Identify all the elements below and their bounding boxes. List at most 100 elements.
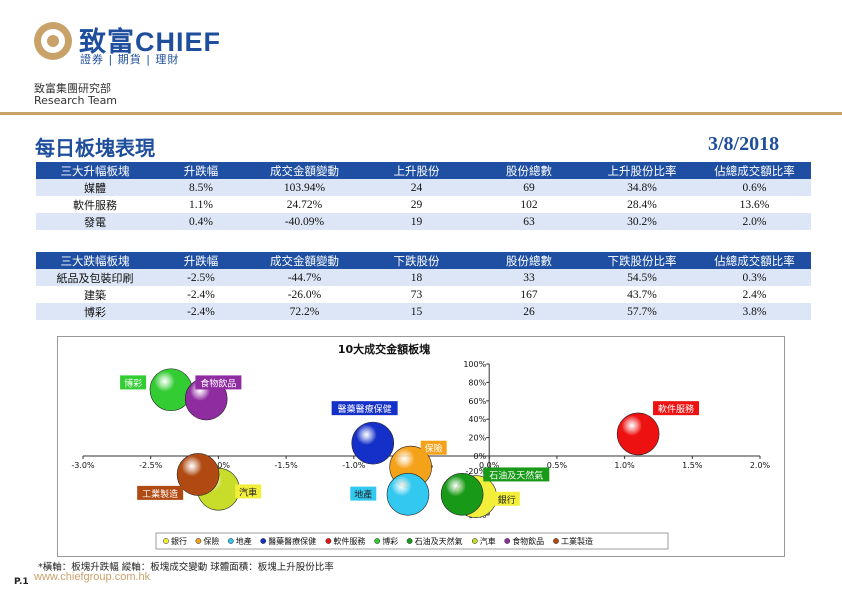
bubble-point <box>440 473 484 516</box>
bubble-label: 工業製造 <box>142 488 178 500</box>
column-header: 上升股份比率 <box>586 162 698 179</box>
sector-name: 媒體 <box>36 179 154 196</box>
table-cell: 2.4% <box>698 286 811 303</box>
table-cell: 103.94% <box>248 179 361 196</box>
bubble-point <box>176 453 220 496</box>
legend-marker <box>406 538 413 544</box>
column-header: 成交金額變動 <box>248 252 361 269</box>
table-cell: 33 <box>472 269 586 286</box>
table-row: 媒體 8.5% 103.94% 24 69 34.8% 0.6% <box>36 179 811 196</box>
table-cell: 72.2% <box>248 303 361 320</box>
bubble-label: 保險 <box>425 443 443 455</box>
x-tick-label: -1.0% <box>342 461 366 470</box>
table-row: 建築 -2.4% -26.0% 73 167 43.7% 2.4% <box>36 286 811 303</box>
sector-name: 建築 <box>36 286 154 303</box>
x-tick-label: 0.0% <box>479 461 500 470</box>
legend-label: 博彩 <box>382 536 398 546</box>
table-cell: -44.7% <box>248 269 361 286</box>
column-header: 佔總成交額比率 <box>698 252 811 269</box>
legend-label: 保險 <box>203 536 219 546</box>
table-cell: 30.2% <box>586 213 698 230</box>
top-losers-table: 三大跌幅板塊 升跌幅 成交金額變動 下跌股份 股份總數 下跌股份比率 佔總成交額… <box>36 252 811 320</box>
column-header: 成交金額變動 <box>248 162 361 179</box>
y-tick-label: 20% <box>468 434 486 443</box>
table-header-row: 三大跌幅板塊 升跌幅 成交金額變動 下跌股份 股份總數 下跌股份比率 佔總成交額… <box>36 252 811 269</box>
table-cell: 29 <box>361 196 472 213</box>
table-cell: 26 <box>472 303 586 320</box>
table-cell: 69 <box>472 179 586 196</box>
legend-marker <box>195 538 202 544</box>
bubble-label: 軟件服務 <box>658 403 694 415</box>
x-tick-label: 1.0% <box>614 461 635 470</box>
legend-marker <box>325 538 332 544</box>
table-cell: -40.09% <box>248 213 361 230</box>
y-tick-label: -20% <box>466 467 487 476</box>
x-tick-label: -2.5% <box>139 461 163 470</box>
legend-label: 軟件服務 <box>333 536 365 546</box>
table-cell: 2.0% <box>698 213 811 230</box>
bubble-label-box <box>350 486 377 501</box>
table-row: 博彩 -2.4% 72.2% 15 26 57.7% 3.8% <box>36 303 811 320</box>
table-cell: -2.5% <box>154 269 248 286</box>
column-header: 三大升幅板塊 <box>36 162 154 179</box>
legend-marker <box>471 538 478 544</box>
sector-name: 軟件服務 <box>36 196 154 213</box>
legend-label: 石油及天然氣 <box>415 536 463 546</box>
logo-subtitle: 證券 | 期貨 | 理財 <box>80 53 180 66</box>
legend-label: 工業製造 <box>561 536 593 546</box>
y-tick-label: 100% <box>463 360 486 369</box>
bubble-chart-canvas: 10大成交金額板塊 -3.0%-2.5%-2.0%-1.5%-1.0%-0.5%… <box>71 342 771 550</box>
table-cell: 15 <box>361 303 472 320</box>
x-tick-label: -3.0% <box>71 461 95 470</box>
y-tick-label: 60% <box>468 397 486 406</box>
table-cell: 28.4% <box>586 196 698 213</box>
column-header: 股份總數 <box>472 162 586 179</box>
table-cell: -2.4% <box>154 286 248 303</box>
logo-text: 致富CHIEF <box>79 27 221 57</box>
legend-marker <box>374 538 381 544</box>
bubble-label-box <box>137 485 184 500</box>
table-row: 軟件服務 1.1% 24.72% 29 102 28.4% 13.6% <box>36 196 811 213</box>
chart-legend: 銀行 保險 地產 醫藥醫療保健 軟件服務 博彩 石油及天然氣 汽車 食物飲品 工業製造 <box>155 532 669 550</box>
logo-icon <box>34 22 72 60</box>
legend-label: 地產 <box>236 536 252 546</box>
x-tick-label: 0.5% <box>547 461 568 470</box>
legend-marker <box>227 538 234 544</box>
table-cell: 54.5% <box>586 269 698 286</box>
department-name-en: Research Team <box>34 94 118 107</box>
bubble-label: 銀行 <box>498 494 516 506</box>
table-cell: 1.1% <box>154 196 248 213</box>
page-title: 每日板塊表現 <box>35 136 155 160</box>
table-cell: 24.72% <box>248 196 361 213</box>
table-header-row: 三大升幅板塊 升跌幅 成交金額變動 上升股份 股份總數 上升股份比率 佔總成交額… <box>36 162 811 179</box>
report-date: 3/8/2018 <box>708 133 780 155</box>
x-tick-label: -2.0% <box>207 461 231 470</box>
table-cell: 19 <box>361 213 472 230</box>
page-number: P.1 <box>14 577 29 587</box>
bubble-chart: 10大成交金額板塊 -3.0%-2.5%-2.0%-1.5%-1.0%-0.5%… <box>57 336 785 557</box>
legend-marker <box>553 538 559 544</box>
website-link[interactable]: www.chiefgroup.com.hk <box>34 571 151 583</box>
y-tick-label: 80% <box>468 378 486 387</box>
table-cell: 13.6% <box>698 196 811 213</box>
table-cell: 18 <box>361 269 472 286</box>
column-header: 上升股份 <box>361 162 472 179</box>
legend-label: 銀行 <box>171 536 187 546</box>
x-tick-label: 2.0% <box>750 461 771 470</box>
column-header: 佔總成交額比率 <box>698 162 811 179</box>
y-tick-label: 0% <box>473 452 486 461</box>
table-cell: 0.4% <box>154 213 248 230</box>
bubble-label: 地產 <box>354 489 372 501</box>
bubble-label: 石油及天然氣 <box>489 469 543 481</box>
chart-title: 10大成交金額板塊 <box>338 342 430 356</box>
department-name: 致富集團研究部 <box>34 82 111 95</box>
bubble-label-box <box>235 484 262 499</box>
bubble-label: 醫藥醫療保健 <box>338 403 392 415</box>
legend-label: 食物飲品 <box>512 536 544 546</box>
column-header: 三大跌幅板塊 <box>36 252 154 269</box>
table-cell: 8.5% <box>154 179 248 196</box>
table-cell: -26.0% <box>248 286 361 303</box>
chart-bubbles <box>149 368 660 518</box>
legend-marker <box>504 538 511 544</box>
table-cell: 43.7% <box>586 286 698 303</box>
